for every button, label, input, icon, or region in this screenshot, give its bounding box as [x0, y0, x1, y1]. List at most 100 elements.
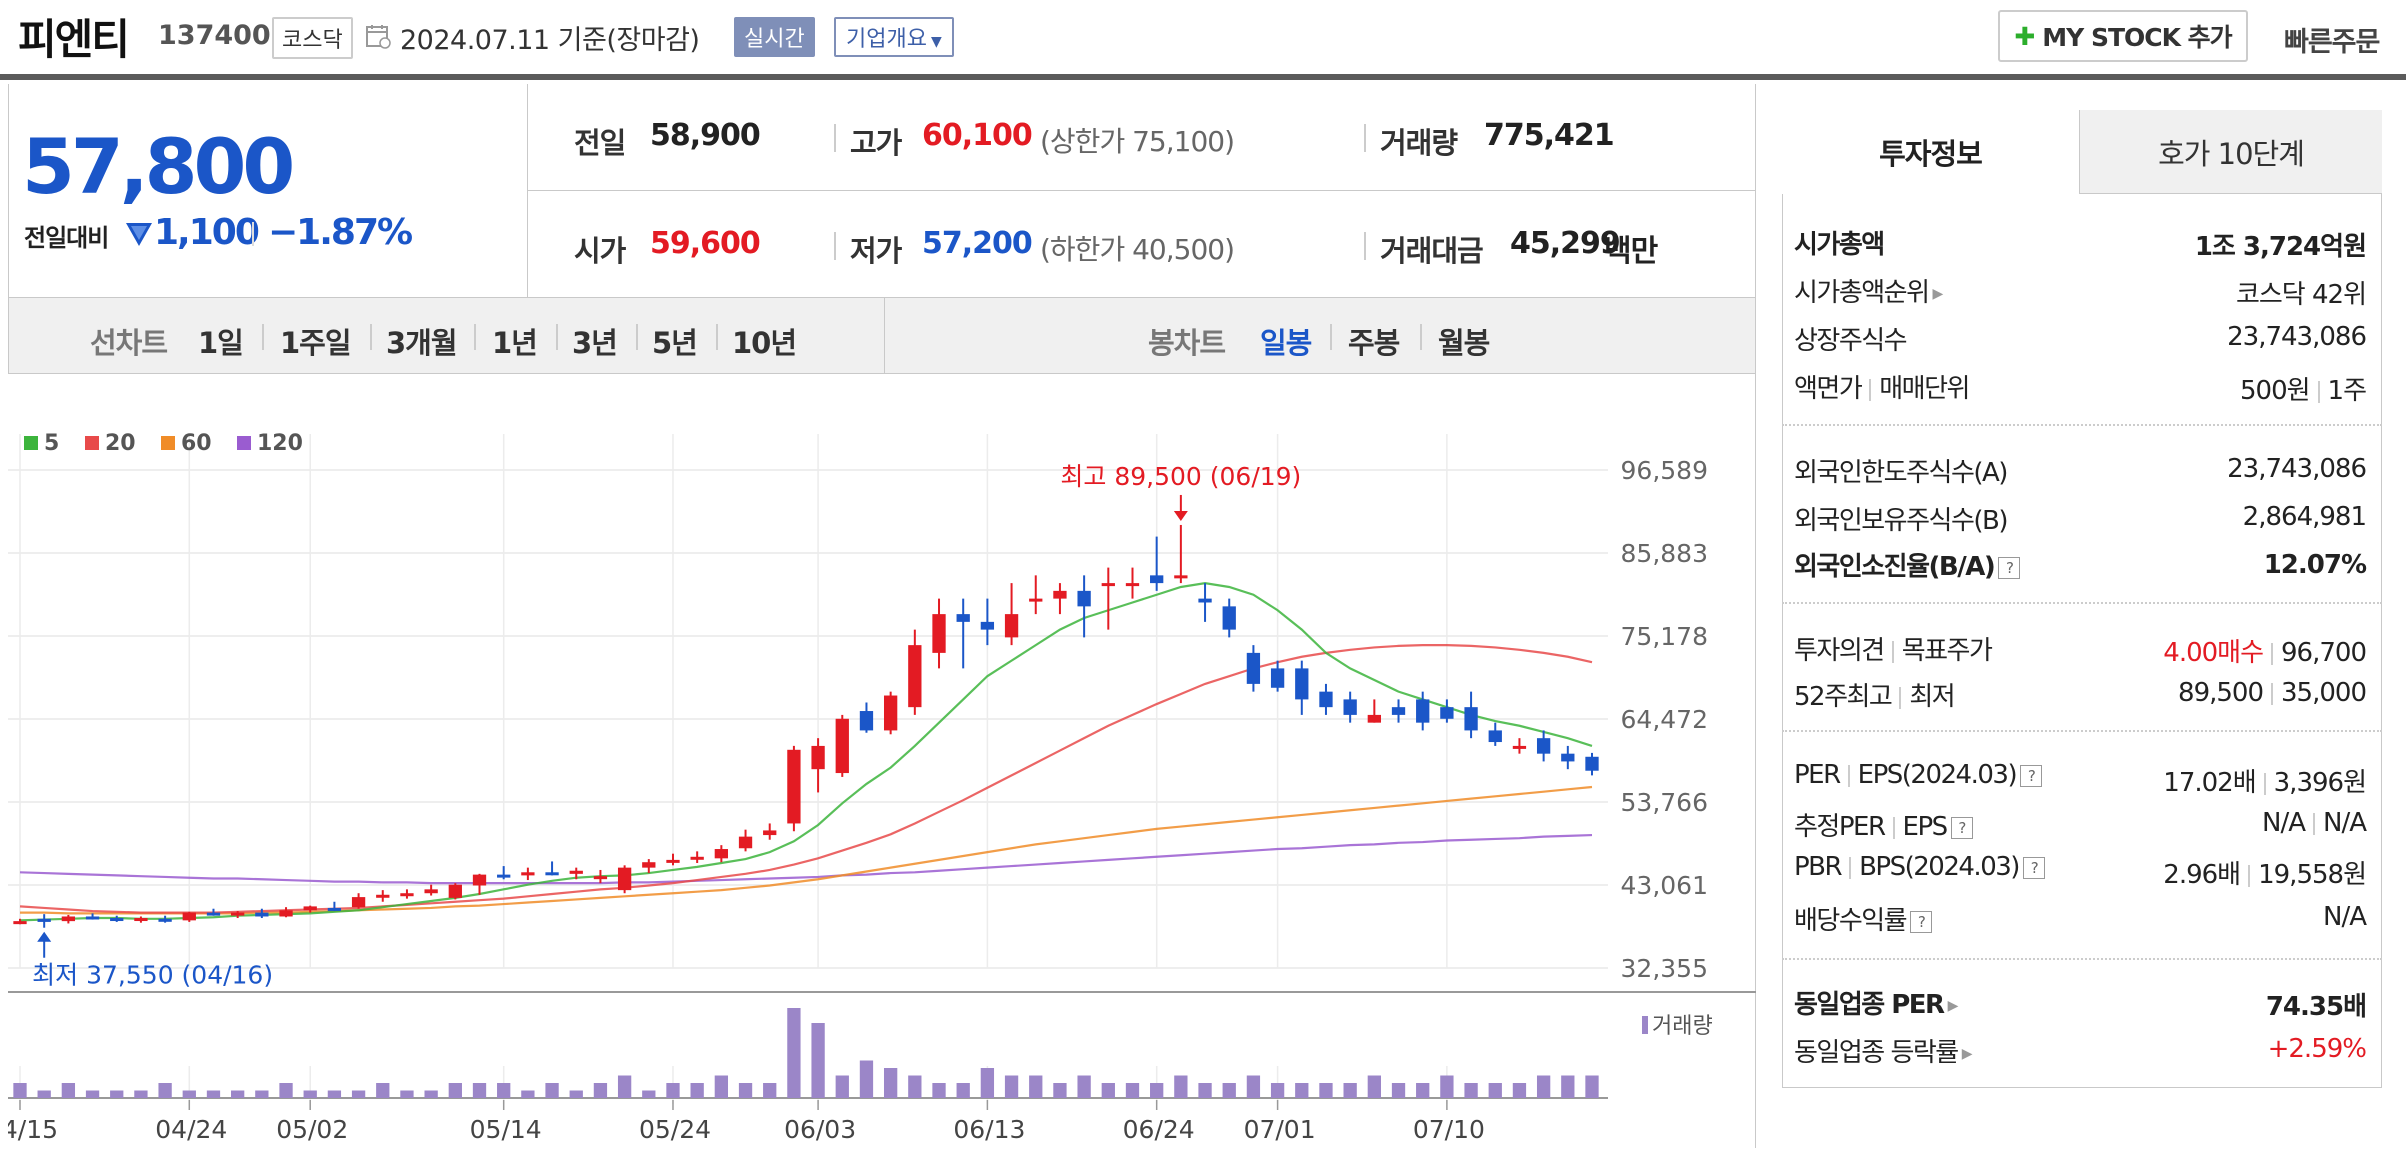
- x-tick-label: 04/24: [155, 1115, 227, 1144]
- market-cap-rank-label: 시가총액순위: [1794, 278, 1930, 308]
- candle-body: [1222, 606, 1236, 630]
- tab-investment-info[interactable]: 투자정보: [1782, 110, 2080, 194]
- tab-monthly[interactable]: 월봉: [1438, 326, 1490, 360]
- volume-bar: [690, 1083, 704, 1098]
- volume-bar: [1295, 1083, 1309, 1098]
- par-unit-label: 액면가 매매단위: [1794, 368, 1970, 405]
- candle-body: [1343, 699, 1357, 715]
- calendar-icon: [364, 22, 392, 50]
- est-per-eps-label: 추정PER EPS?: [1794, 806, 1973, 843]
- volume-bar: [1222, 1083, 1236, 1098]
- volume-bar: [1198, 1083, 1212, 1098]
- candle-body: [1319, 691, 1333, 708]
- candle-body: [714, 849, 729, 859]
- volume-bar: [1367, 1075, 1381, 1098]
- change-label: 전일대비: [24, 224, 109, 252]
- market-cap-label: 시가총액: [1794, 230, 1885, 260]
- candle-body: [1464, 707, 1478, 731]
- candle-body: [472, 874, 487, 886]
- help-icon[interactable]: ?: [2020, 764, 2043, 787]
- chevron-down-icon: ▼: [930, 34, 942, 50]
- help-icon[interactable]: ?: [1950, 816, 1973, 839]
- candle-body: [1198, 598, 1212, 603]
- divider: [1782, 424, 2382, 426]
- candlestick-chart[interactable]: 96,589 85,883 75,178 64,472 53,766 43,061 32,3…: [8, 374, 1756, 1148]
- legend-label: 120: [257, 431, 303, 456]
- market-cap-rank-link[interactable]: 시가총액순위 ▶: [1794, 272, 1943, 309]
- volume-bar: [883, 1068, 898, 1098]
- y-tick-label: 43,061: [1621, 871, 1708, 900]
- tab-3month[interactable]: 3개월: [386, 326, 458, 360]
- candle-body: [545, 872, 559, 876]
- volume-bar: [13, 1083, 27, 1098]
- tab-1day[interactable]: 1일: [198, 326, 244, 360]
- volume-bar: [1536, 1075, 1551, 1098]
- legend-swatch: [237, 436, 251, 450]
- tab-1week[interactable]: 1주일: [280, 326, 352, 360]
- help-icon[interactable]: ?: [1998, 556, 2021, 579]
- tab-order-book[interactable]: 호가 10단계: [2080, 110, 2382, 194]
- volume-bar: [303, 1090, 317, 1098]
- x-tick-label: 06/13: [953, 1115, 1025, 1144]
- volume-bar: [1174, 1075, 1188, 1098]
- tab-3year[interactable]: 3년: [572, 326, 618, 360]
- volume-bar: [1512, 1083, 1527, 1098]
- divider: [834, 232, 836, 260]
- foreign-ratio-label: 외국인소진율(B/A): [1794, 552, 1996, 582]
- industry-change-label: 동일업종 등락률: [1794, 1038, 1959, 1068]
- volume-bar: [1004, 1075, 1019, 1098]
- candle-body: [1295, 668, 1309, 700]
- industry-change-link[interactable]: 동일업종 등락률 ▶: [1794, 1032, 1973, 1069]
- tab-10year[interactable]: 10년: [732, 326, 797, 360]
- candle-body: [1536, 738, 1551, 754]
- volume-bar: [85, 1090, 100, 1098]
- volume-bar: [763, 1083, 777, 1098]
- candle-body: [351, 897, 366, 908]
- bps-value: 19,558원: [2258, 860, 2367, 890]
- company-info-dropdown[interactable]: 기업개요 ▼: [834, 17, 954, 57]
- volume-bar: [1561, 1075, 1575, 1098]
- tab-weekly[interactable]: 주봉: [1348, 326, 1400, 360]
- industry-per-value: 74.35배: [2265, 992, 2367, 1022]
- volume-bar: [1125, 1083, 1140, 1098]
- candle-body: [642, 862, 656, 868]
- volume-bar: [835, 1075, 849, 1098]
- candle-body: [932, 614, 946, 653]
- add-mystock-button[interactable]: ✚ MY STOCK 추가: [1998, 10, 2248, 62]
- help-icon[interactable]: ?: [1910, 910, 1933, 933]
- volume-label: 거래량: [1380, 126, 1458, 160]
- industry-per-link[interactable]: 동일업종 PER ▶: [1794, 984, 1958, 1021]
- candle-body: [1029, 598, 1043, 602]
- tab-1year[interactable]: 1년: [492, 326, 538, 360]
- volume-bar: [1246, 1075, 1261, 1098]
- prev-close-label: 전일: [574, 126, 626, 160]
- divider: [834, 124, 836, 152]
- x-tick-label: 06/24: [1123, 1115, 1195, 1144]
- divider: [884, 298, 885, 374]
- divider: [636, 324, 638, 350]
- volume-bar: [1488, 1083, 1502, 1098]
- foreign-limit-label: 외국인한도주식수(A): [1794, 458, 2008, 488]
- volume-bar: [593, 1083, 608, 1098]
- candle-body: [1077, 590, 1091, 607]
- industry-change-value: +2.59%: [2267, 1034, 2367, 1064]
- tab-5year[interactable]: 5년: [652, 326, 698, 360]
- volume-bar: [1029, 1075, 1043, 1098]
- legend-label: 60: [181, 431, 212, 456]
- candle-body: [61, 916, 76, 922]
- help-icon[interactable]: ?: [2022, 856, 2045, 879]
- down-triangle-icon: [124, 220, 154, 248]
- legend-swatch: [85, 436, 99, 450]
- volume-bar: [231, 1090, 245, 1098]
- change-percent: −1.87%: [268, 212, 413, 253]
- volume-bar: [424, 1090, 438, 1098]
- ma20-line: [19, 644, 1593, 914]
- quick-order-link[interactable]: 빠른주문: [2284, 27, 2380, 58]
- unit-value: 1주: [2327, 376, 2367, 406]
- tab-daily[interactable]: 일봉: [1260, 326, 1312, 360]
- candle-body: [1416, 699, 1430, 723]
- realtime-button[interactable]: 실시간: [734, 17, 815, 57]
- candle-body: [231, 912, 245, 916]
- divider: [262, 324, 264, 350]
- candle-body: [908, 645, 922, 708]
